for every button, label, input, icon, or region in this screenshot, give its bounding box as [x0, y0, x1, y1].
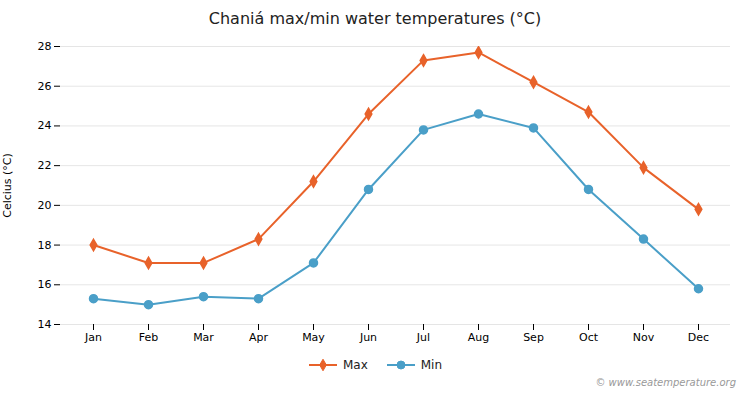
html-text:© www.seatemperature.org: © www.seatemperature.org [595, 377, 736, 388]
svg-text:Jul: Jul [416, 331, 430, 344]
svg-text:Dec: Dec [688, 331, 709, 344]
svg-text:Feb: Feb [139, 331, 158, 344]
svg-text:May: May [302, 331, 325, 344]
svg-text:26: 26 [38, 80, 52, 93]
svg-text:28: 28 [38, 40, 52, 53]
svg-text:14: 14 [38, 318, 52, 331]
svg-text:Celcius (°C): Celcius (°C) [1, 153, 14, 218]
svg-text:18: 18 [38, 239, 52, 252]
html-text:Chaniá max/min water temperatu: Chaniá max/min water temperatures (°C) [208, 9, 542, 28]
svg-text:24: 24 [38, 119, 52, 132]
svg-text:Apr: Apr [249, 331, 269, 344]
svg-text:Aug: Aug [468, 331, 489, 344]
svg-text:22: 22 [38, 159, 52, 172]
svg-text:Jun: Jun [359, 331, 377, 344]
html-text:Min: Min [420, 358, 442, 372]
svg-text:Sep: Sep [523, 331, 544, 344]
svg-text:16: 16 [38, 278, 52, 291]
svg-text:20: 20 [38, 199, 52, 212]
html-text:Max: Max [342, 358, 368, 372]
svg-text:Jan: Jan [84, 331, 102, 344]
svg-text:Mar: Mar [193, 331, 214, 344]
svg-text:Nov: Nov [633, 331, 655, 344]
svg-text:Oct: Oct [579, 331, 599, 344]
